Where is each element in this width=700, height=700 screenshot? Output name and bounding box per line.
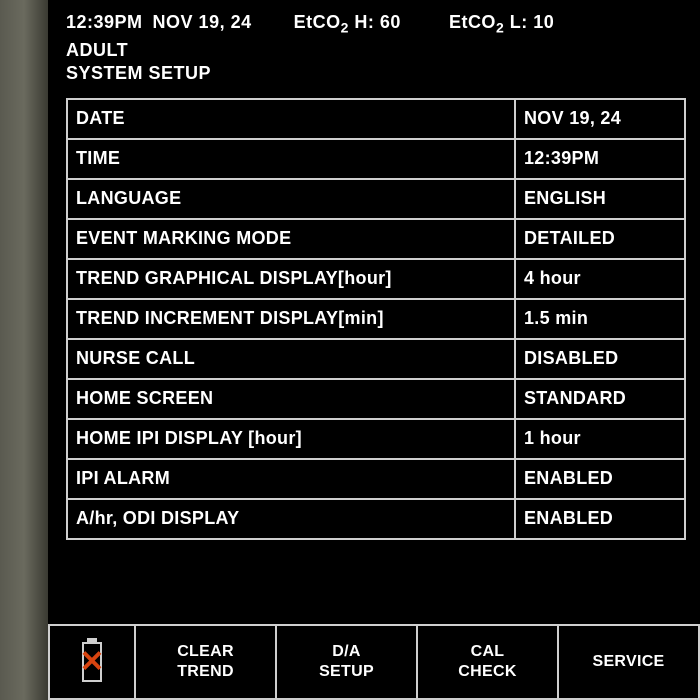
table-row[interactable]: DATE NOV 19, 24 xyxy=(67,99,685,139)
setting-value: ENABLED xyxy=(515,499,685,539)
setting-label: HOME SCREEN xyxy=(67,379,515,419)
setting-value: DISABLED xyxy=(515,339,685,379)
setting-label: TIME xyxy=(67,139,515,179)
status-bar: 12:39PM NOV 19, 24 EtCO2 H: 60 EtCO2 L: … xyxy=(66,12,686,36)
setting-value: 1.5 min xyxy=(515,299,685,339)
battery-cap-icon xyxy=(87,638,97,642)
setting-label: IPI ALARM xyxy=(67,459,515,499)
table-row[interactable]: TIME 12:39PM xyxy=(67,139,685,179)
setting-value: DETAILED xyxy=(515,219,685,259)
setting-value: NOV 19, 24 xyxy=(515,99,685,139)
screen: 12:39PM NOV 19, 24 EtCO2 H: 60 EtCO2 L: … xyxy=(48,0,700,700)
device-bezel xyxy=(0,0,48,700)
setting-label: DATE xyxy=(67,99,515,139)
status-date: NOV 19, 24 xyxy=(153,12,252,36)
setting-value: 12:39PM xyxy=(515,139,685,179)
screen-title: SYSTEM SETUP xyxy=(66,63,686,84)
setting-value: 4 hour xyxy=(515,259,685,299)
setting-label: TREND INCREMENT DISPLAY[min] xyxy=(67,299,515,339)
status-etco2-low: EtCO2 L: 10 xyxy=(449,12,554,36)
settings-table: DATE NOV 19, 24 TIME 12:39PM LANGUAGE EN… xyxy=(66,98,686,540)
setting-label: LANGUAGE xyxy=(67,179,515,219)
service-button[interactable]: SERVICE xyxy=(557,624,700,700)
etco2l-sub: 2 xyxy=(496,20,504,36)
table-row[interactable]: IPI ALARM ENABLED xyxy=(67,459,685,499)
table-row[interactable]: HOME IPI DISPLAY [hour] 1 hour xyxy=(67,419,685,459)
setting-label: A/hr, ODI DISPLAY xyxy=(67,499,515,539)
etco2l-suffix: L: 10 xyxy=(504,12,554,32)
table-row[interactable]: NURSE CALL DISABLED xyxy=(67,339,685,379)
softkey-bar: ✕ CLEAR TREND D/A SETUP CAL CHECK SERVIC… xyxy=(48,624,700,700)
table-row[interactable]: TREND INCREMENT DISPLAY[min] 1.5 min xyxy=(67,299,685,339)
setting-label: TREND GRAPHICAL DISPLAY[hour] xyxy=(67,259,515,299)
table-row[interactable]: LANGUAGE ENGLISH xyxy=(67,179,685,219)
status-etco2-high: EtCO2 H: 60 xyxy=(294,12,401,36)
etco2h-suffix: H: 60 xyxy=(349,12,401,32)
table-row[interactable]: TREND GRAPHICAL DISPLAY[hour] 4 hour xyxy=(67,259,685,299)
etco2l-prefix: EtCO xyxy=(449,12,496,32)
battery-fault-icon: ✕ xyxy=(79,645,104,680)
setting-label: NURSE CALL xyxy=(67,339,515,379)
patient-type-label: ADULT xyxy=(66,40,686,61)
table-row[interactable]: EVENT MARKING MODE DETAILED xyxy=(67,219,685,259)
battery-indicator: ✕ xyxy=(48,624,134,700)
table-row[interactable]: A/hr, ODI DISPLAY ENABLED xyxy=(67,499,685,539)
etco2h-sub: 2 xyxy=(341,20,349,36)
da-setup-button[interactable]: D/A SETUP xyxy=(275,624,416,700)
setting-value: STANDARD xyxy=(515,379,685,419)
clear-trend-button[interactable]: CLEAR TREND xyxy=(134,624,275,700)
setting-label: EVENT MARKING MODE xyxy=(67,219,515,259)
setting-label: HOME IPI DISPLAY [hour] xyxy=(67,419,515,459)
table-row[interactable]: HOME SCREEN STANDARD xyxy=(67,379,685,419)
setting-value: ENABLED xyxy=(515,459,685,499)
etco2h-prefix: EtCO xyxy=(294,12,341,32)
cal-check-button[interactable]: CAL CHECK xyxy=(416,624,557,700)
status-time: 12:39PM xyxy=(66,12,143,36)
setting-value: ENGLISH xyxy=(515,179,685,219)
setting-value: 1 hour xyxy=(515,419,685,459)
